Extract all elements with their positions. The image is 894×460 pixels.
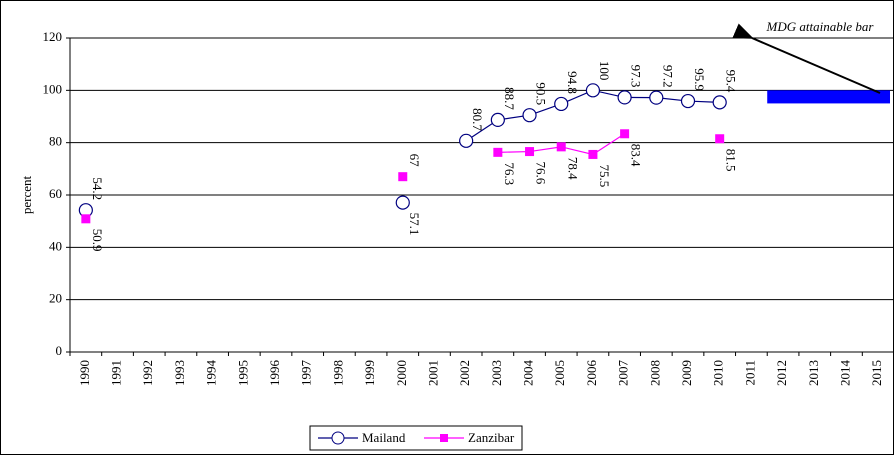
x-tick-label: 2004 (521, 360, 536, 387)
data-point (649, 90, 664, 105)
x-tick-label: 1996 (267, 360, 282, 387)
x-tick-label: 1997 (299, 360, 314, 387)
x-tick-label: 2005 (552, 360, 567, 386)
x-tick-label: 2001 (425, 360, 440, 386)
x-tick-label: 2011 (742, 360, 757, 386)
x-tick-label: 2014 (837, 360, 852, 387)
x-tick-label: 1998 (330, 360, 345, 386)
data-point (459, 133, 474, 148)
data-point (715, 134, 725, 144)
x-tick-label: 1995 (235, 360, 250, 386)
data-label: 80.7 (470, 108, 485, 131)
data-label: 88.7 (502, 87, 517, 110)
x-tick-label: 2013 (806, 360, 821, 386)
mdg-bar (767, 90, 890, 104)
y-tick-label: 80 (49, 134, 62, 149)
data-point (525, 147, 535, 157)
data-label: 78.4 (565, 157, 580, 180)
x-tick-label: 2007 (616, 360, 631, 387)
data-label: 97.2 (660, 65, 675, 88)
x-tick-label: 2009 (679, 360, 694, 386)
annotation: MDG attainable bar (766, 19, 875, 34)
data-label: 54.2 (90, 177, 105, 200)
x-tick-label: 2000 (394, 360, 409, 386)
data-label: 95.9 (692, 68, 707, 91)
x-tick-label: 1991 (109, 360, 124, 386)
data-label: 83.4 (629, 144, 644, 167)
data-point (522, 108, 537, 123)
legend-marker (331, 431, 345, 445)
data-label: 95.4 (724, 70, 739, 93)
data-label: 97.3 (629, 65, 644, 88)
legend-label: Zanzibar (468, 430, 515, 445)
y-tick-label: 0 (56, 343, 63, 358)
x-tick-label: 1992 (140, 360, 155, 386)
legend-marker (440, 434, 448, 442)
data-point (490, 112, 505, 128)
data-point (588, 149, 598, 159)
y-tick-label: 40 (49, 238, 62, 253)
data-point (395, 195, 410, 210)
data-point (585, 83, 601, 98)
data-point (398, 172, 408, 182)
x-tick-label: 1999 (362, 360, 377, 386)
data-point (554, 96, 569, 112)
data-point (712, 95, 727, 110)
x-tick-label: 1993 (172, 360, 187, 386)
y-tick-label: 120 (43, 29, 63, 44)
data-point (617, 90, 632, 105)
x-tick-label: 1994 (204, 360, 219, 387)
x-tick-label: 2002 (457, 360, 472, 386)
x-tick-label: 2015 (869, 360, 884, 386)
data-label: 57.1 (407, 213, 422, 236)
data-point (556, 142, 566, 152)
legend: Mailand Zanzibar (309, 425, 523, 451)
y-tick-label: 60 (49, 186, 62, 201)
data-label: 90.5 (534, 82, 549, 105)
data-point (81, 214, 91, 224)
data-label: 94.8 (565, 71, 580, 94)
x-tick-label: 2010 (711, 360, 726, 386)
annotation-arrow (732, 23, 881, 94)
data-point (493, 147, 503, 157)
x-tick-label: 2003 (489, 360, 504, 386)
data-label: 81.5 (724, 149, 739, 172)
legend-label: Mailand (362, 430, 406, 445)
data-label: 75.5 (597, 164, 612, 187)
x-tick-label: 2008 (647, 360, 662, 386)
y-tick-label: 20 (49, 291, 62, 306)
data-point (620, 129, 630, 139)
data-label: 76.3 (502, 162, 517, 185)
x-tick-label: 2012 (774, 360, 789, 386)
data-label: 50.9 (90, 229, 105, 252)
x-tick-label: 1990 (77, 360, 92, 386)
x-tick-label: 2006 (584, 360, 599, 387)
data-point (680, 93, 696, 109)
y-axis-label: percent (19, 175, 34, 214)
data-label: 76.6 (534, 162, 549, 185)
data-label: 100 (597, 61, 612, 81)
data-label: 67 (407, 154, 422, 168)
y-tick-label: 100 (43, 81, 63, 96)
